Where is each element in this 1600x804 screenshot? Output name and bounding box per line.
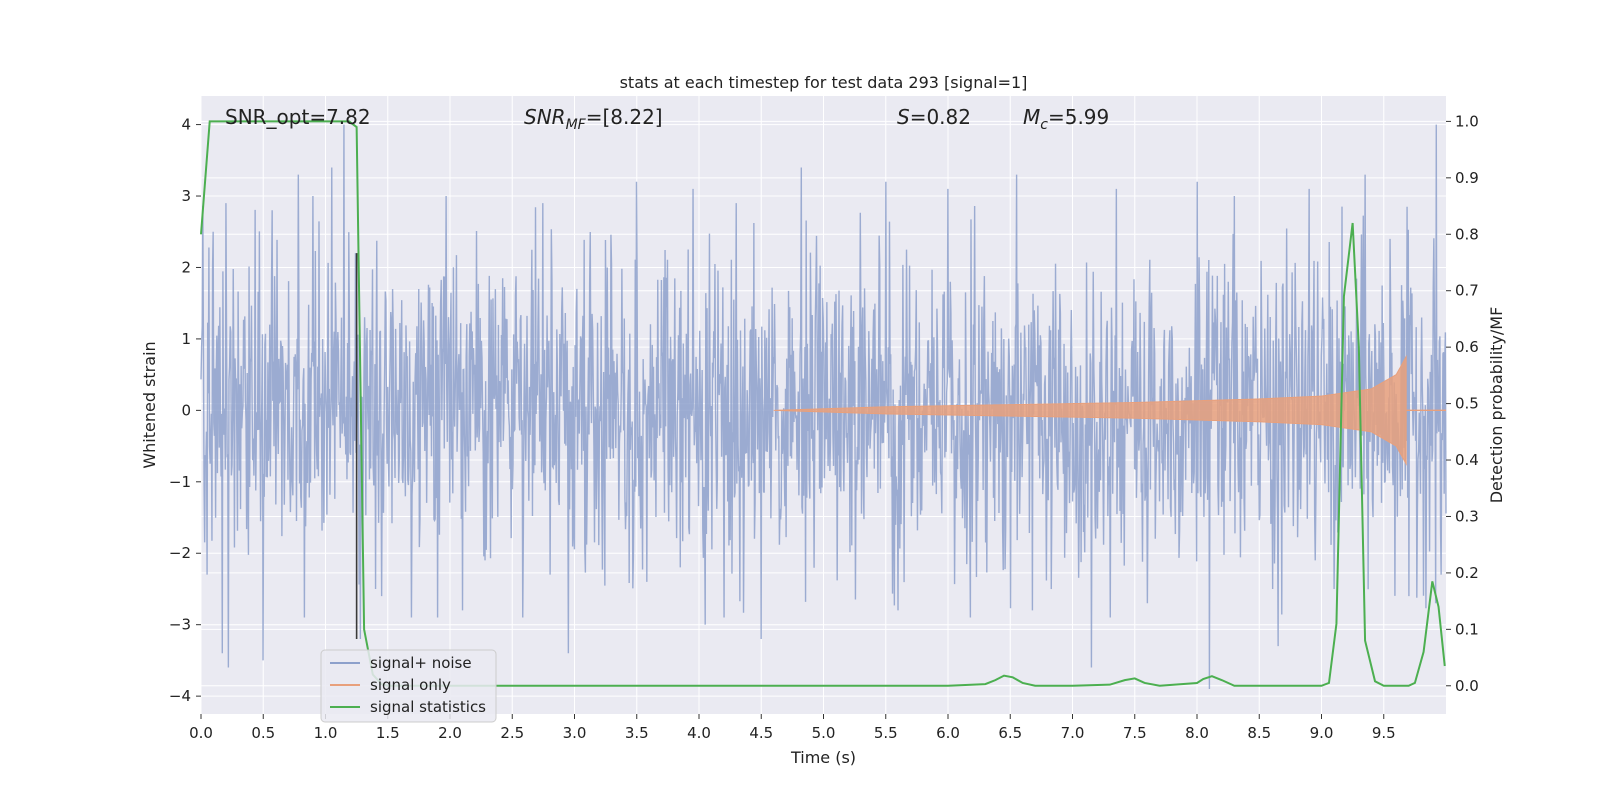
- y-tick-left-label: −1: [169, 473, 191, 491]
- legend-box: [320, 649, 497, 723]
- annotation-s-value: =0.82: [910, 105, 971, 129]
- y-tick-right-label: 0.6: [1455, 338, 1479, 356]
- legend-label-signal-only: signal only: [370, 676, 451, 694]
- legend-label-signal-plus-noise: signal+ noise: [370, 654, 472, 672]
- y-tick-left-label: 0: [181, 401, 191, 419]
- line-signal-statistics: [200, 120, 1446, 687]
- y-tick-left-label: 1: [181, 330, 191, 348]
- y-axis-right-label: Detection probability/MF: [1487, 307, 1506, 504]
- legend-label-signal-statistics: signal statistics: [370, 698, 486, 716]
- x-tick-label: 2.0: [438, 724, 462, 742]
- x-tick-label: 0.5: [251, 724, 275, 742]
- x-tick-label: 8.0: [1185, 724, 1209, 742]
- x-tick-label: 7.0: [1061, 724, 1085, 742]
- annotation-s-main: S: [897, 105, 910, 129]
- x-tick-label: 7.5: [1123, 724, 1147, 742]
- x-tick-label: 1.0: [314, 724, 338, 742]
- legend: signal+ noise signal only signal statist…: [320, 649, 497, 723]
- y-tick-left-label: 4: [181, 116, 191, 134]
- y-tick-left-label: −4: [169, 687, 191, 705]
- x-tick-label: 2.5: [500, 724, 524, 742]
- y-tick-left-label: 3: [181, 187, 191, 205]
- x-tick-label: 3.0: [563, 724, 587, 742]
- annotation-mc-sub: c: [1040, 117, 1048, 133]
- annotation-s: S=0.82: [897, 105, 971, 129]
- annotation-snr-mf-main: SNR: [524, 105, 566, 129]
- series-signal-statistics: [200, 120, 1446, 687]
- y-tick-right-label: 0.0: [1455, 677, 1479, 695]
- x-tick-label: 8.5: [1247, 724, 1271, 742]
- x-tick-label: 9.5: [1372, 724, 1396, 742]
- y-tick-right-label: 0.9: [1455, 169, 1479, 187]
- x-tick-label: 6.0: [936, 724, 960, 742]
- annotation-snr-mf-value: =[8.22]: [586, 105, 663, 129]
- chart-title: stats at each timestep for test data 293…: [620, 73, 1028, 92]
- annotation-mc-value: =5.99: [1048, 105, 1109, 129]
- x-tick-label: 1.5: [376, 724, 400, 742]
- x-tick-label: 0.0: [189, 724, 213, 742]
- y-tick-left-label: −3: [169, 616, 191, 634]
- series-signal-plus-noise: [200, 124, 1447, 689]
- x-tick-label: 4.0: [687, 724, 711, 742]
- line-signal-plus-noise: [200, 124, 1447, 689]
- y-tick-right-label: 1.0: [1455, 112, 1479, 130]
- annotation-mc: Mc=5.99: [1023, 105, 1109, 133]
- y-tick-left-label: 2: [181, 258, 191, 276]
- x-axis-ticks: 0.0 0.5 1.0 1.5 2.0 2.5 3.0 3.5 4.0 4.5 5.0 5.5 6.0 6…: [189, 714, 1396, 742]
- x-tick-label: 5.0: [812, 724, 836, 742]
- x-tick-label: 4.5: [749, 724, 773, 742]
- annotation-snr-mf: SNRMF=[8.22]: [524, 105, 663, 133]
- annotation-mc-main: M: [1023, 105, 1040, 129]
- x-tick-label: 3.5: [625, 724, 649, 742]
- x-tick-label: 6.5: [998, 724, 1022, 742]
- y-tick-right-label: 0.2: [1455, 564, 1479, 582]
- y-tick-right-label: 0.3: [1455, 507, 1479, 525]
- y-tick-right-label: 0.4: [1455, 451, 1479, 469]
- y-tick-right-label: 0.7: [1455, 282, 1479, 300]
- series-signal-only: [773, 354, 1446, 466]
- x-tick-label: 9.0: [1310, 724, 1334, 742]
- y-tick-right-label: 0.1: [1455, 620, 1479, 638]
- y-axis-left-label: Whitened strain: [140, 341, 159, 468]
- annotation-snr-mf-sub: MF: [566, 117, 587, 133]
- y-axis-left-ticks: −4 −3 −2 −1 0 1 2 3 4: [169, 116, 201, 705]
- x-tick-label: 5.5: [874, 724, 898, 742]
- y-tick-left-label: −2: [169, 544, 191, 562]
- y-tick-right-label: 0.8: [1455, 225, 1479, 243]
- y-tick-right-label: 0.5: [1455, 395, 1479, 413]
- x-axis-label: Time (s): [790, 748, 856, 767]
- annotation-snr-opt: SNR_opt=7.82: [225, 105, 371, 129]
- y-axis-right-ticks: 0.0 0.1 0.2 0.3 0.4 0.5 0.6 0.7 0.8 0.9 1.0: [1446, 112, 1479, 695]
